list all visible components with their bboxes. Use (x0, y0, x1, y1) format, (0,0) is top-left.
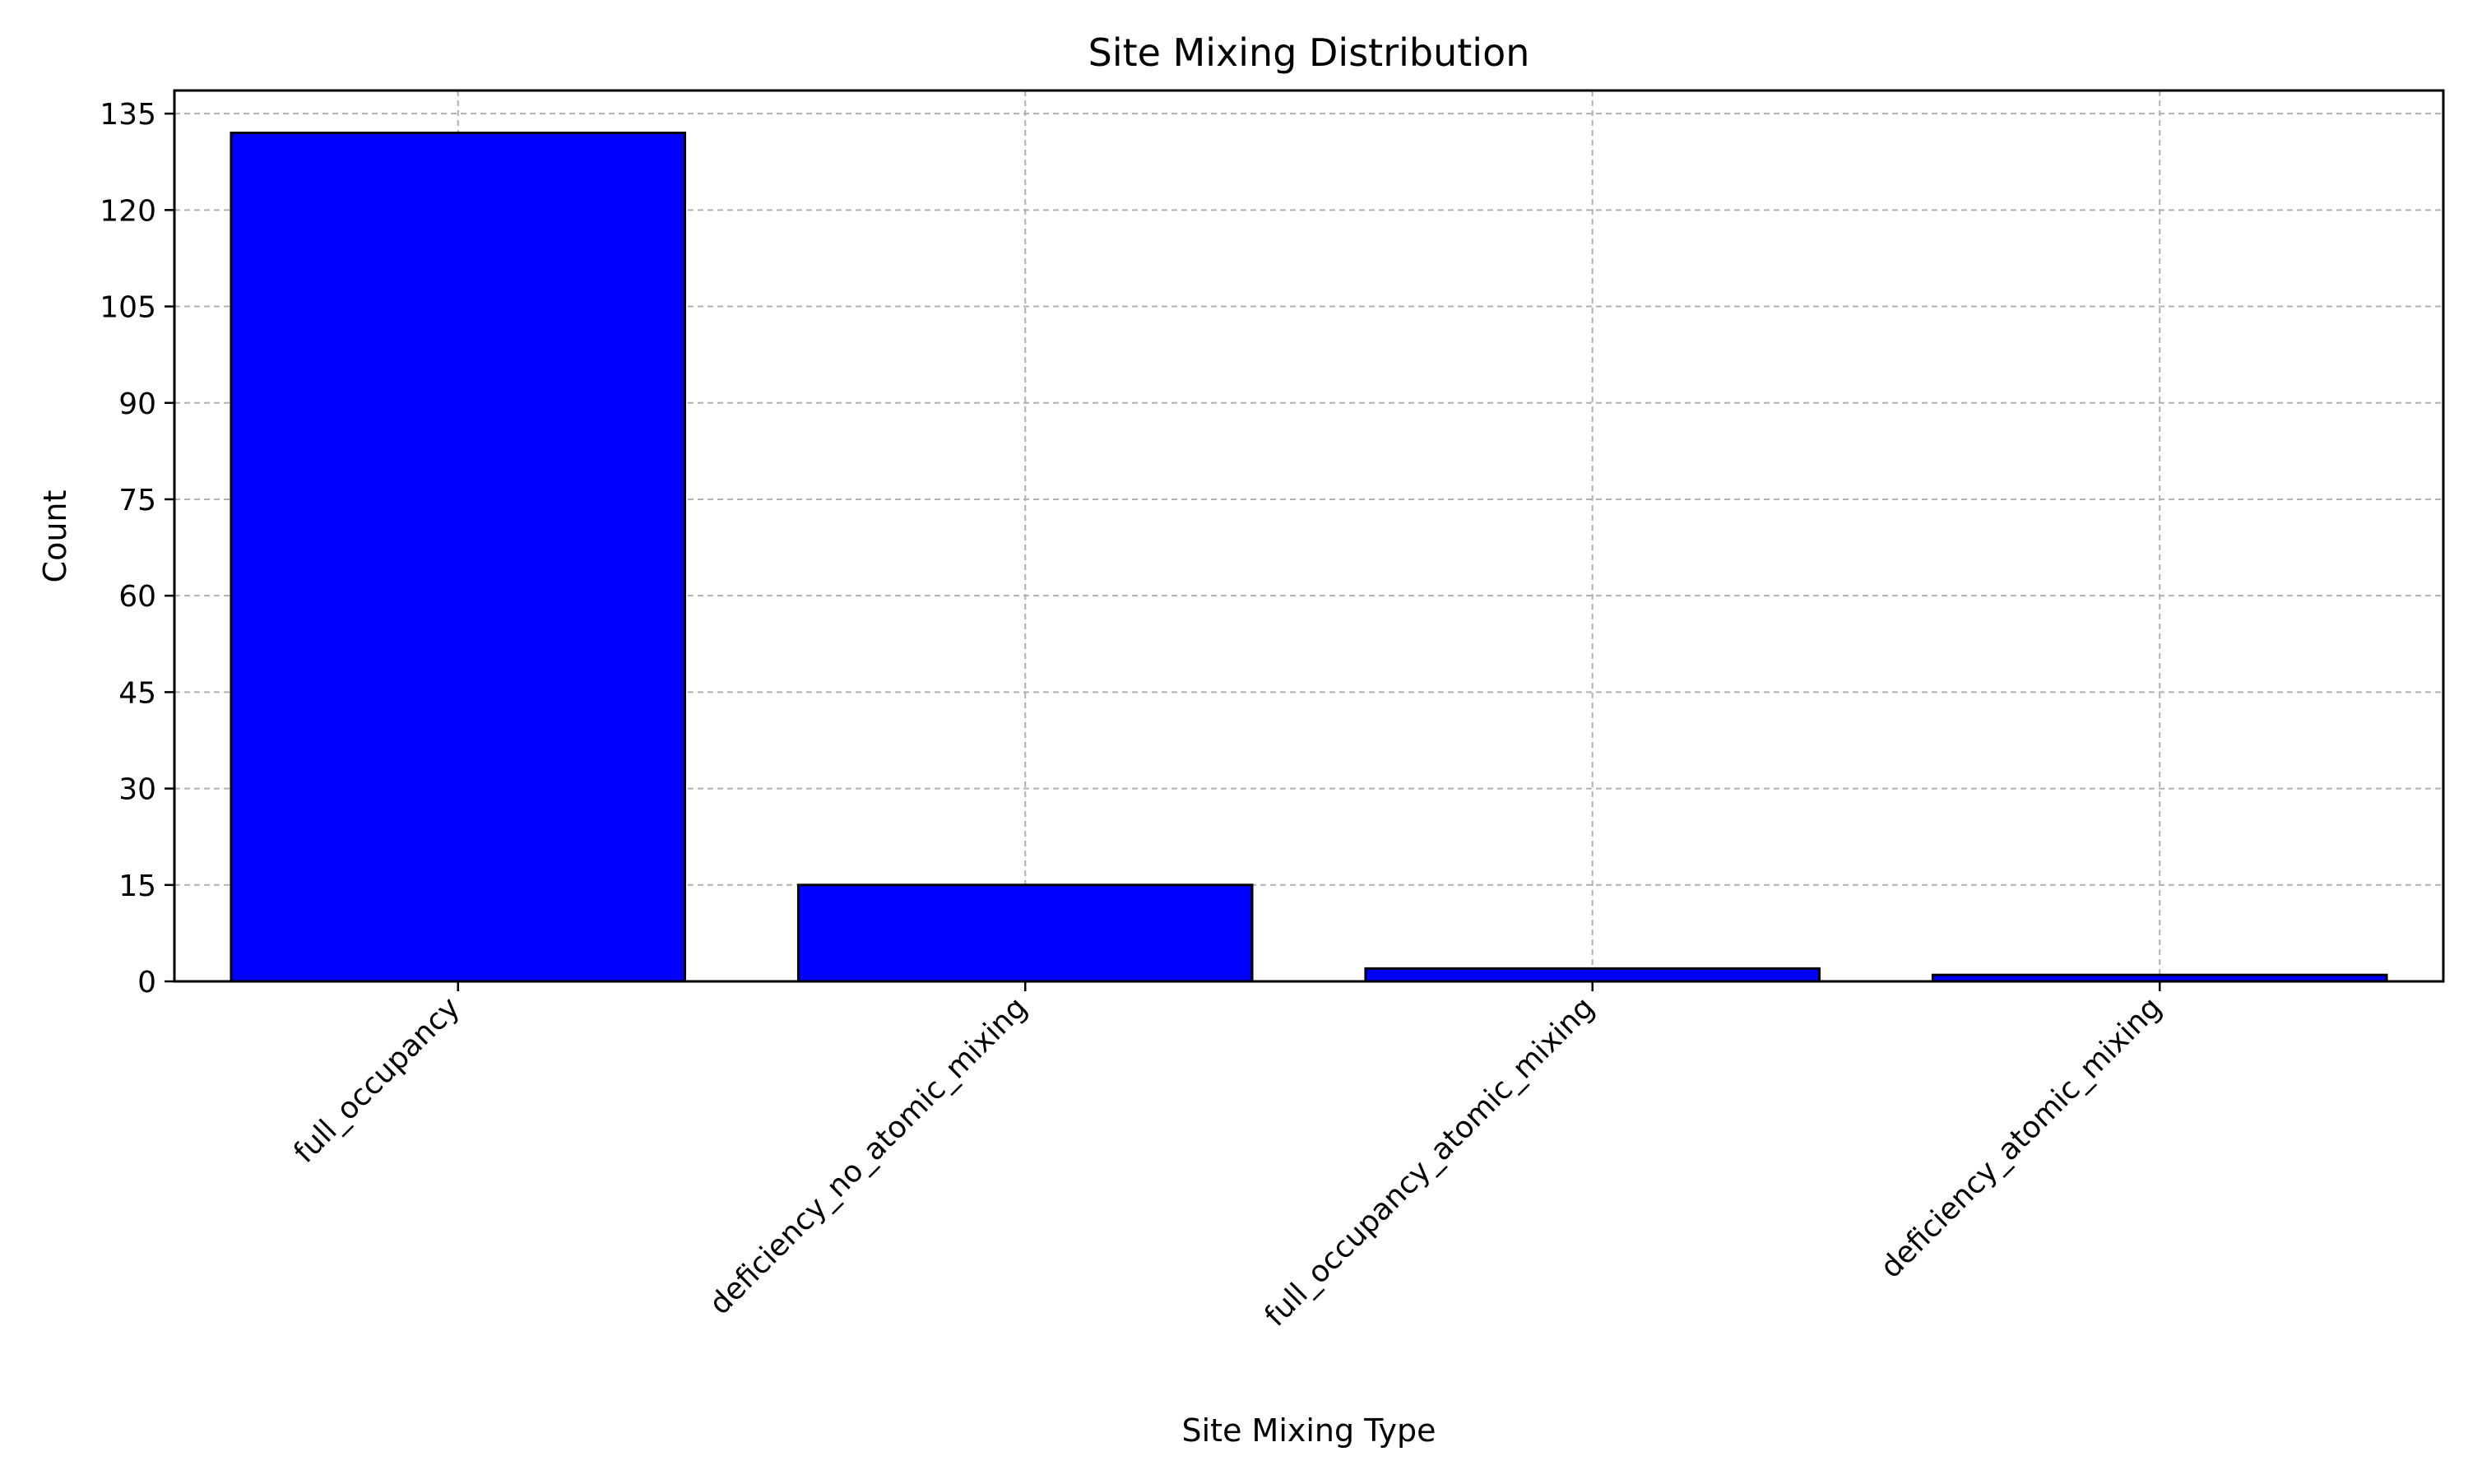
y-tick-label: 135 (100, 98, 156, 132)
y-tick-label: 120 (100, 194, 156, 228)
y-tick-label: 15 (118, 870, 156, 903)
y-tick-label: 75 (118, 484, 156, 517)
y-tick-label: 60 (118, 580, 156, 614)
bar-full-occupancy (230, 132, 687, 983)
x-tick-label: deficiency_atomic_mixing (1874, 990, 2169, 1285)
y-tick-label: 45 (118, 676, 156, 710)
x-tick-label: deficiency_no_atomic_mixing (703, 990, 1034, 1321)
bar-full-occupancy-atomic-mixing (1364, 967, 1821, 983)
bar-layer (230, 132, 2388, 983)
x-axis-ticks: full_occupancy deficiency_no_atomic_mixin… (288, 981, 2169, 1333)
plot-frame (173, 89, 2445, 983)
y-tick-label: 90 (118, 387, 156, 421)
y-tick-label: 105 (100, 291, 156, 325)
x-tick-label: full_occupancy_atomic_mixing (1259, 990, 1601, 1333)
y-tick-label: 30 (118, 773, 156, 807)
bar-deficiency-no-atomic-mixing (796, 883, 1254, 983)
x-tick-label: full_occupancy (288, 990, 467, 1170)
y-axis-label: Count (37, 490, 73, 583)
x-axis-label: Site Mixing Type (1182, 1412, 1436, 1449)
chart-title: Site Mixing Distribution (1088, 30, 1530, 75)
y-axis-ticks: 0 15 30 45 60 75 90 105 120 135 (100, 98, 174, 999)
y-tick-label: 0 (137, 966, 156, 999)
